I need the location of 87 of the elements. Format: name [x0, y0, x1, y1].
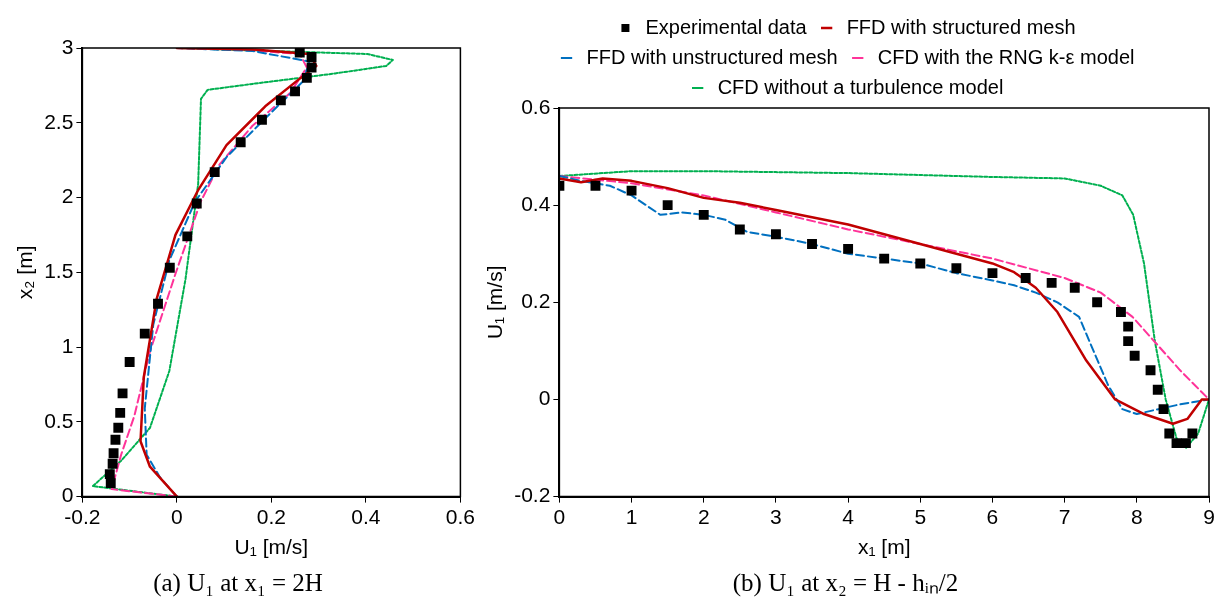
x-tick-label: 0.4	[351, 505, 381, 528]
y-tick-label: 0.2	[521, 289, 551, 313]
point	[1123, 336, 1134, 347]
point	[879, 253, 890, 264]
point	[139, 328, 150, 339]
point	[1123, 321, 1134, 332]
point	[110, 434, 121, 445]
point	[124, 357, 135, 367]
x-tick-label: 4	[842, 505, 855, 528]
point	[1180, 438, 1191, 449]
point	[113, 422, 124, 433]
point	[1129, 350, 1140, 361]
x-tick-label: 0.6	[445, 505, 476, 528]
x-tick-label: 6	[986, 505, 999, 528]
y-tick-label: 0	[61, 483, 74, 507]
x-tick-label: 0	[553, 505, 566, 528]
point	[1020, 273, 1031, 283]
legend-label: FFD with structured mesh	[846, 15, 1076, 38]
point	[290, 86, 300, 97]
point	[257, 114, 267, 125]
point	[306, 62, 317, 73]
point	[590, 180, 601, 191]
point	[662, 200, 673, 211]
x-tick-label: 7	[1058, 505, 1071, 528]
y-tick-label: 2.5	[44, 109, 74, 133]
y-tick-label: 1.5	[44, 259, 74, 283]
point	[807, 239, 817, 249]
y-tick-label: 0	[538, 386, 551, 410]
x-tick-label: 5	[914, 505, 927, 528]
x-tick-label: 3	[770, 505, 782, 528]
y-tick-label: 0.4	[521, 191, 551, 215]
text: (a) U₁ at x₁ = 2H	[153, 568, 323, 597]
point	[306, 52, 317, 62]
point	[1152, 384, 1163, 395]
y-tick-label: -0.2	[514, 483, 551, 507]
point	[770, 229, 781, 240]
point	[117, 388, 128, 399]
point	[843, 243, 854, 254]
point	[1187, 428, 1198, 439]
x-axis-title: x₁ [m]	[857, 535, 911, 559]
point	[1115, 307, 1126, 317]
point	[698, 209, 709, 220]
x-tick-label: 0.2	[256, 505, 286, 528]
point	[191, 198, 202, 209]
point	[1171, 438, 1182, 449]
point	[235, 137, 246, 148]
point	[734, 224, 745, 235]
point	[108, 448, 119, 459]
x-tick-label: 0	[171, 505, 183, 528]
point	[1158, 404, 1169, 415]
point	[626, 185, 637, 196]
legend-label: CFD without a turbulence model	[717, 75, 1004, 98]
text: (b) U₁ at x₂ = H - hᵢₙ/2	[732, 568, 959, 597]
point	[987, 268, 998, 279]
y-tick-label: 1	[61, 333, 74, 357]
point	[1164, 428, 1175, 439]
x-tick-label: 9	[1203, 505, 1215, 528]
x-tick-label: 1	[625, 505, 638, 528]
point	[915, 258, 926, 269]
legend-label: FFD with unstructured mesh	[586, 45, 838, 68]
x-axis-title: U₁ [m/s]	[234, 535, 309, 559]
point	[105, 478, 116, 489]
point	[164, 262, 175, 273]
point	[104, 469, 115, 480]
point	[301, 72, 312, 83]
y-tick-label: 3	[61, 34, 74, 58]
point	[115, 407, 126, 418]
point	[1069, 282, 1080, 293]
point	[182, 231, 193, 242]
legend-label: Experimental data	[645, 15, 808, 38]
line-series	[91, 48, 394, 497]
point	[1092, 297, 1103, 308]
x-tick-label: 8	[1130, 505, 1143, 528]
point	[153, 298, 163, 309]
point	[1046, 277, 1057, 288]
y-axis-title: U₁ [m/s]	[483, 265, 507, 340]
legend-label: CFD with the RNG k-ε model	[877, 45, 1135, 68]
point	[209, 167, 220, 178]
y-axis-title: x₂ [m]	[13, 245, 37, 300]
y-tick-label: 2	[61, 184, 74, 208]
x-tick-label: 2	[697, 505, 710, 528]
point	[1145, 365, 1156, 376]
y-tick-label: 0.5	[44, 408, 74, 432]
point	[107, 458, 118, 469]
point	[275, 95, 286, 106]
point	[951, 263, 962, 274]
y-tick-label: 0.6	[521, 94, 551, 118]
